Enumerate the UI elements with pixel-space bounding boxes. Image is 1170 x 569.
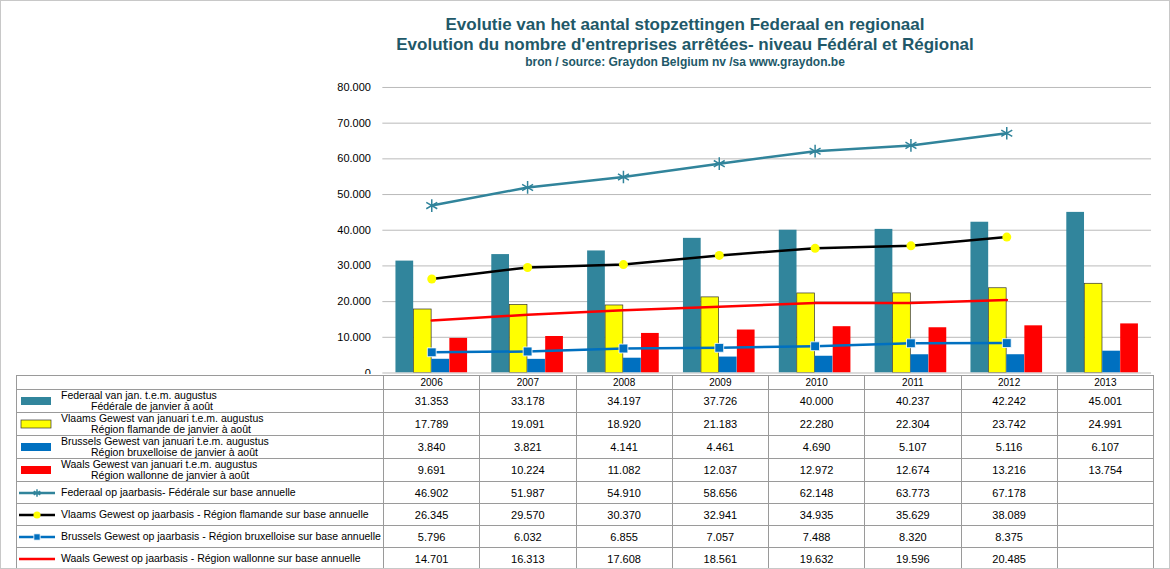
html-text:2008: 2008: [613, 377, 636, 388]
html-text:12.674: 12.674: [896, 464, 930, 476]
html-text:42.242: 42.242: [992, 395, 1026, 407]
html-text:35.629: 35.629: [896, 508, 930, 521]
html-text:34.197: 34.197: [607, 395, 641, 407]
html-text:46.902: 46.902: [414, 486, 449, 499]
html-text:10.224: 10.224: [511, 464, 545, 476]
html-text:22.280: 22.280: [799, 418, 834, 430]
html-text:37.726: 37.726: [703, 395, 738, 407]
html-text:2006: 2006: [420, 377, 443, 388]
svg-text:20.000: 20.000: [337, 295, 371, 307]
html-text:2009: 2009: [709, 377, 732, 388]
html-text:13.754: 13.754: [1088, 464, 1123, 476]
svg-text:0: 0: [365, 367, 371, 375]
html-text:33.178: 33.178: [511, 395, 545, 407]
html-text:5.796: 5.796: [417, 530, 446, 543]
html-text:38.089: 38.089: [992, 508, 1026, 521]
html-text:3.840: 3.840: [417, 441, 446, 453]
html-text:5.116: 5.116: [995, 441, 1023, 453]
html-text:45.001: 45.001: [1088, 395, 1123, 407]
html-text:30.370: 30.370: [607, 508, 641, 521]
html-text:4.141: 4.141: [610, 441, 638, 453]
html-text:4.690: 4.690: [802, 441, 831, 453]
html-text:18.920: 18.920: [607, 418, 641, 430]
html-text:62.148: 62.148: [799, 486, 834, 499]
html-text:21.183: 21.183: [703, 418, 738, 430]
html-text:bron / source: Graydon Belgium: bron / source: Graydon Belgium nv /sa ww…: [525, 55, 845, 69]
html-text:13.216: 13.216: [992, 464, 1026, 476]
html-text:Federaal van jan. t.e.m. augus: Federaal van jan. t.e.m. augustus: [61, 389, 217, 401]
html-text:16.313: 16.313: [511, 552, 545, 565]
html-text:19.632: 19.632: [799, 552, 834, 565]
svg-text:30.000: 30.000: [337, 259, 371, 271]
html-text:Vlaams Gewest van januari t.e.: Vlaams Gewest van januari t.e.m. augustu…: [61, 412, 264, 424]
svg-text:70.000: 70.000: [337, 117, 371, 129]
html-text:54.910: 54.910: [607, 486, 641, 499]
html-text:58.656: 58.656: [703, 486, 738, 499]
html-text:2012: 2012: [998, 377, 1021, 388]
html-text:40.000: 40.000: [799, 395, 834, 407]
html-text:17.608: 17.608: [607, 552, 641, 565]
svg-text:40.000: 40.000: [337, 224, 371, 236]
html-text:4.461: 4.461: [706, 441, 735, 453]
html-text:Waals Gewest op jaarbasis - Ré: Waals Gewest op jaarbasis - Région wallo…: [61, 552, 361, 564]
html-text:32.941: 32.941: [703, 508, 738, 521]
html-text:7.057: 7.057: [706, 530, 735, 543]
html-text:14.701: 14.701: [414, 552, 449, 565]
html-text:2011: 2011: [902, 377, 924, 388]
html-text:63.773: 63.773: [896, 486, 930, 499]
svg-text:60.000: 60.000: [337, 152, 371, 164]
html-text:9.691: 9.691: [417, 464, 446, 476]
html-text:29.570: 29.570: [511, 508, 545, 521]
html-text:19.596: 19.596: [896, 552, 930, 565]
html-text:Région flamande de janvier à a: Région flamande de janvier à août: [91, 423, 251, 435]
html-text:Brussels Gewest van januari t.: Brussels Gewest van januari t.e.m. augus…: [61, 435, 269, 447]
html-text:12.037: 12.037: [703, 464, 738, 476]
html-text:2010: 2010: [805, 377, 828, 388]
html-text:2013: 2013: [1094, 377, 1117, 388]
html-text:34.935: 34.935: [799, 508, 834, 521]
html-text:67.178: 67.178: [992, 486, 1026, 499]
html-text:3.821: 3.821: [514, 441, 542, 453]
html-text:Federaal op jaarbasis- Fédéral: Federaal op jaarbasis- Fédérale sur base…: [61, 486, 296, 498]
html-text:Evolutie van het aantal stopze: Evolutie van het aantal stopzettingen Fe…: [445, 15, 925, 34]
html-text:8.375: 8.375: [995, 530, 1023, 543]
html-text:Vlaams Gewest op jaarbasis - R: Vlaams Gewest op jaarbasis - Région flam…: [61, 508, 369, 520]
html-text:23.742: 23.742: [992, 418, 1026, 430]
html-text:Waals Gewest van januari t.e.m: Waals Gewest van januari t.e.m. augustus: [61, 458, 258, 470]
svg-text:50.000: 50.000: [337, 188, 371, 200]
html-text:40.237: 40.237: [896, 395, 930, 407]
html-text:31.353: 31.353: [414, 395, 449, 407]
html-text:19.091: 19.091: [511, 418, 545, 430]
html-text:6.855: 6.855: [610, 530, 638, 543]
html-text:51.987: 51.987: [511, 486, 545, 499]
html-text:26.345: 26.345: [414, 508, 449, 521]
html-text:8.320: 8.320: [899, 530, 927, 543]
svg-text:10.000: 10.000: [337, 331, 371, 343]
html-text:11.082: 11.082: [607, 464, 641, 476]
html-text:22.304: 22.304: [896, 418, 930, 430]
html-text:Fédérale de janvier à août: Fédérale de janvier à août: [91, 400, 213, 412]
html-text:6.032: 6.032: [514, 530, 542, 543]
html-text:17.789: 17.789: [414, 418, 449, 430]
html-text:20.485: 20.485: [992, 552, 1026, 565]
html-text:Brussels Gewest op jaarbasis -: Brussels Gewest op jaarbasis - Région br…: [61, 530, 381, 542]
html-text:18.561: 18.561: [703, 552, 738, 565]
html-text:2007: 2007: [516, 377, 539, 388]
html-text:12.972: 12.972: [799, 464, 834, 476]
html-text:Région wallonne de janvier à a: Région wallonne de janvier à août: [91, 469, 250, 481]
html-text:5.107: 5.107: [899, 441, 927, 453]
html-text:24.991: 24.991: [1088, 418, 1123, 430]
html-text:Région bruxelloise de janvier: Région bruxelloise de janvier à août: [91, 446, 258, 458]
html-text:7.488: 7.488: [802, 530, 831, 543]
svg-text:80.000: 80.000: [337, 81, 371, 93]
html-text:6.107: 6.107: [1091, 441, 1120, 453]
html-text:Evolution du nombre d'entrepri: Evolution du nombre d'entreprises arrêté…: [396, 35, 974, 54]
